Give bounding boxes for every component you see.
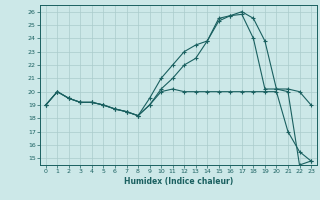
X-axis label: Humidex (Indice chaleur): Humidex (Indice chaleur) [124,177,233,186]
